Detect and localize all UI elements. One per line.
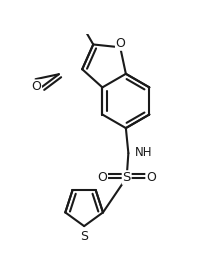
Text: NH: NH xyxy=(135,146,152,159)
Text: S: S xyxy=(80,230,88,243)
Text: O: O xyxy=(146,171,156,184)
Text: O: O xyxy=(31,80,41,93)
Text: O: O xyxy=(97,171,107,184)
Text: S: S xyxy=(122,171,131,184)
Text: O: O xyxy=(116,37,126,50)
